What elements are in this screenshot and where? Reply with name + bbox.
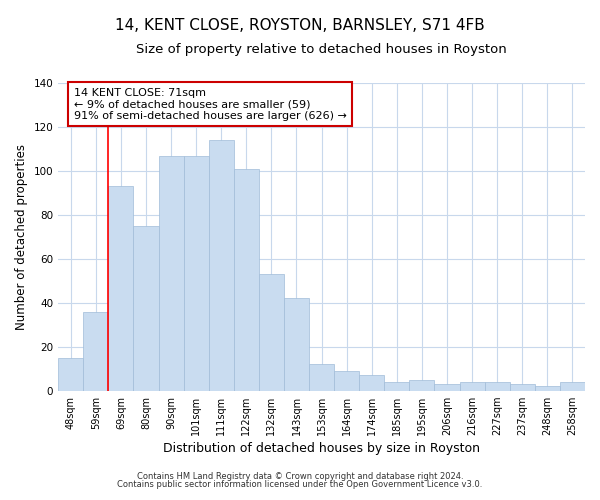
Bar bbox=[234, 169, 259, 390]
X-axis label: Distribution of detached houses by size in Royston: Distribution of detached houses by size … bbox=[163, 442, 480, 455]
Bar bbox=[284, 298, 309, 390]
Text: 14 KENT CLOSE: 71sqm
← 9% of detached houses are smaller (59)
91% of semi-detach: 14 KENT CLOSE: 71sqm ← 9% of detached ho… bbox=[74, 88, 347, 121]
Bar bbox=[385, 382, 409, 390]
Bar bbox=[434, 384, 460, 390]
Y-axis label: Number of detached properties: Number of detached properties bbox=[15, 144, 28, 330]
Bar bbox=[83, 312, 109, 390]
Bar bbox=[359, 376, 385, 390]
Bar bbox=[109, 186, 133, 390]
Bar bbox=[535, 386, 560, 390]
Bar bbox=[560, 382, 585, 390]
Bar bbox=[309, 364, 334, 390]
Bar bbox=[158, 156, 184, 390]
Text: Contains HM Land Registry data © Crown copyright and database right 2024.: Contains HM Land Registry data © Crown c… bbox=[137, 472, 463, 481]
Bar bbox=[133, 226, 158, 390]
Bar bbox=[334, 371, 359, 390]
Bar bbox=[184, 156, 209, 390]
Title: Size of property relative to detached houses in Royston: Size of property relative to detached ho… bbox=[136, 42, 507, 56]
Bar bbox=[460, 382, 485, 390]
Bar bbox=[485, 382, 510, 390]
Bar bbox=[259, 274, 284, 390]
Bar bbox=[58, 358, 83, 390]
Bar bbox=[209, 140, 234, 390]
Text: 14, KENT CLOSE, ROYSTON, BARNSLEY, S71 4FB: 14, KENT CLOSE, ROYSTON, BARNSLEY, S71 4… bbox=[115, 18, 485, 32]
Bar bbox=[409, 380, 434, 390]
Text: Contains public sector information licensed under the Open Government Licence v3: Contains public sector information licen… bbox=[118, 480, 482, 489]
Bar bbox=[510, 384, 535, 390]
